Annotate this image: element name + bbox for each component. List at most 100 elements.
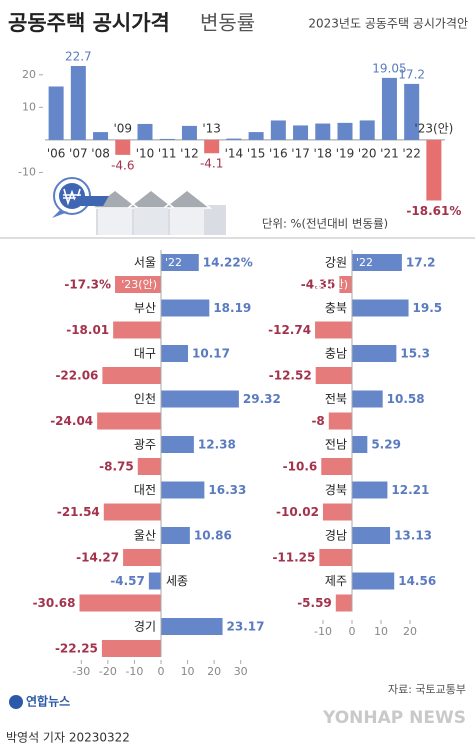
x-tick-label: -20	[99, 665, 117, 678]
bar	[93, 132, 109, 140]
value-label: 10.58	[387, 392, 425, 406]
value-label: 14.22%	[203, 256, 253, 270]
value-label: -11.25	[272, 551, 315, 565]
value-label: -18.61%	[406, 204, 461, 218]
bar	[161, 618, 223, 635]
category-label: 대구	[134, 347, 156, 361]
bar	[161, 481, 205, 499]
bar	[102, 367, 161, 384]
y-tick-label: 10	[22, 100, 36, 113]
bar	[335, 594, 352, 612]
value-label: 14.56	[398, 574, 436, 588]
bar	[319, 549, 352, 566]
x-tick-label: 30	[234, 665, 248, 678]
category-label: 광주	[134, 438, 156, 452]
bar	[48, 86, 64, 140]
value-label: 22.7	[65, 49, 92, 63]
x-tick-label: '19	[336, 146, 355, 160]
bar	[328, 412, 352, 430]
value-label: -12.74	[268, 323, 311, 337]
bar	[352, 345, 397, 362]
bar	[315, 367, 352, 384]
bar	[103, 503, 161, 521]
bar	[161, 345, 189, 362]
logo: 연합뉴스	[26, 694, 70, 709]
category-label: 충북	[325, 301, 347, 315]
bar	[161, 527, 190, 544]
source: 자료: 국토교통부	[388, 683, 466, 696]
bar	[352, 299, 409, 317]
bar	[137, 458, 161, 475]
illustration	[52, 177, 226, 235]
value-label: 12.38	[198, 438, 236, 452]
bar	[404, 83, 420, 140]
bar	[352, 527, 391, 544]
value-label: 18.19	[213, 301, 251, 315]
x-tick-label: '09	[113, 121, 132, 135]
value-label: -4.6	[111, 158, 134, 172]
x-tick-label: '12	[180, 146, 199, 160]
x-tick-label: -10	[314, 625, 332, 638]
bar	[339, 276, 352, 293]
x-tick-label: '13	[202, 121, 221, 135]
value-label: 5.29	[371, 438, 401, 452]
bar	[315, 321, 352, 339]
value-label: -14.27	[76, 551, 119, 565]
x-tick-label: '06	[47, 146, 66, 160]
category-label: 충남	[325, 347, 347, 361]
bar	[359, 120, 375, 140]
value-label: 23.17	[227, 620, 265, 634]
category-label: 제주	[325, 574, 347, 588]
category-label: 경기	[134, 620, 156, 634]
value-label: 15.3	[400, 347, 430, 361]
bar	[381, 77, 397, 140]
value-label: 10.17	[192, 347, 230, 361]
bar	[426, 139, 442, 201]
x-tick-label: '23(안)	[414, 121, 453, 135]
value-label: -18.01	[66, 323, 109, 337]
value-label: -10.6	[283, 460, 318, 474]
category-label: 울산	[134, 529, 156, 543]
value-label: -22.06	[55, 369, 98, 383]
bar	[352, 390, 383, 408]
x-tick-label: '18	[313, 146, 332, 160]
bar	[115, 139, 131, 155]
x-tick-label: '22	[402, 146, 421, 160]
category-label: 세종	[166, 574, 188, 588]
x-tick-label: '08	[91, 146, 110, 160]
bar	[161, 254, 199, 271]
bar	[181, 125, 197, 140]
bar	[270, 120, 286, 140]
legend-label: '23(안)	[312, 278, 348, 291]
x-tick-label: 10	[374, 625, 388, 638]
x-tick-label: 10	[181, 665, 195, 678]
category-label: 강원	[325, 256, 347, 270]
x-tick-label: 0	[349, 625, 356, 638]
unit-label: 단위: %(전년대비 변동률)	[262, 217, 388, 231]
category-label: 서울	[134, 256, 156, 270]
x-tick-label: 20	[403, 625, 417, 638]
bar	[352, 254, 402, 271]
x-tick-label: '20	[358, 146, 377, 160]
value-label: -4.1	[200, 157, 223, 171]
legend-label: '23(안)	[121, 278, 157, 291]
y-tick-label: -10	[18, 165, 36, 178]
value-label: 13.13	[394, 529, 432, 543]
bar	[159, 138, 175, 140]
subtitle: 2023년도 공동주택 공시가격안	[308, 17, 468, 31]
category-label: 경북	[325, 483, 347, 497]
bar	[352, 572, 395, 590]
y-tick-label: 20	[22, 68, 36, 81]
bar	[248, 132, 264, 140]
x-tick-label: '15	[247, 146, 266, 160]
x-tick-label: '16	[269, 146, 288, 160]
watermark: YONHAP NEWS	[322, 708, 466, 728]
bar	[204, 139, 220, 154]
x-tick-label: '21	[380, 146, 399, 160]
x-tick-label: 0	[158, 665, 165, 678]
bar	[113, 321, 161, 339]
value-label: 29.32	[243, 392, 281, 406]
value-label: -17.3%	[64, 278, 111, 292]
x-tick-label: '17	[291, 146, 310, 160]
